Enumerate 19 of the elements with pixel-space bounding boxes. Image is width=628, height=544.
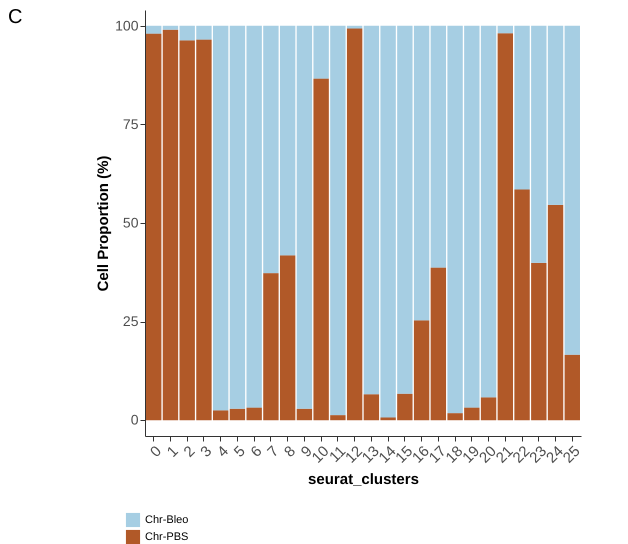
y-tick-label: 0 — [130, 412, 139, 428]
y-tick-label: 75 — [122, 116, 139, 132]
x-tick-label: 6 — [248, 442, 266, 461]
y-tick-label: 25 — [122, 313, 139, 330]
x-axis-title: seurat_clusters — [308, 470, 419, 488]
legend-label: Chr-Bleo — [145, 514, 188, 526]
x-tick-label: 2 — [180, 442, 199, 461]
x-tick-label: 3 — [197, 442, 216, 461]
x-tick-label: 4 — [214, 442, 232, 461]
x-tick-label: 7 — [264, 442, 282, 461]
y-tick-label: 100 — [115, 17, 139, 34]
x-tick-label: 8 — [281, 442, 299, 461]
x-tick-label: 0 — [147, 442, 166, 461]
y-tick-label: 50 — [122, 214, 139, 230]
legend-label: Chr-PBS — [145, 531, 188, 543]
x-tick-label: 5 — [230, 442, 249, 461]
y-axis-title: Cell Proportion (%) — [95, 156, 112, 292]
x-tick-label: 1 — [164, 442, 182, 461]
text: C — [8, 6, 22, 29]
